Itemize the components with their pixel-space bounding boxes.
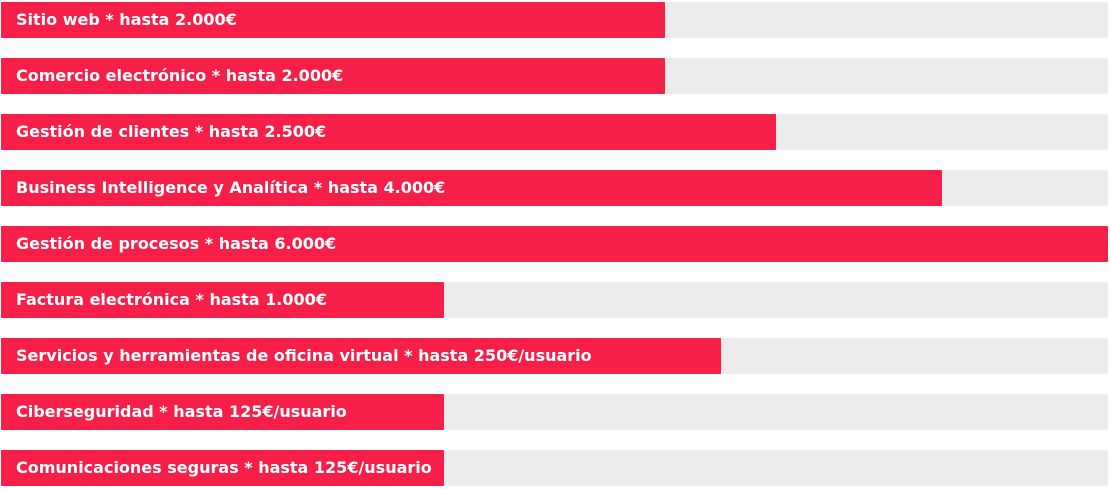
bar-label: Gestión de procesos * hasta 6.000€ bbox=[16, 234, 337, 253]
bar-row: Ciberseguridad * hasta 125€/usuario bbox=[1, 394, 1108, 430]
bar-label: Gestión de clientes * hasta 2.500€ bbox=[16, 122, 327, 141]
bar-fill bbox=[1, 226, 1108, 262]
bar-row: Comercio electrónico * hasta 2.000€ bbox=[1, 58, 1108, 94]
bar-label: Sitio web * hasta 2.000€ bbox=[16, 10, 237, 29]
bar-row: Factura electrónica * hasta 1.000€ bbox=[1, 282, 1108, 318]
bar-label: Factura electrónica * hasta 1.000€ bbox=[16, 290, 327, 309]
bar-label: Comunicaciones seguras * hasta 125€/usua… bbox=[16, 458, 432, 477]
bar-row: Sitio web * hasta 2.000€ bbox=[1, 2, 1108, 38]
bar-fill bbox=[1, 394, 444, 430]
bar-label: Ciberseguridad * hasta 125€/usuario bbox=[16, 402, 347, 421]
bar-fill bbox=[1, 2, 665, 38]
bar-label: Servicios y herramientas de oficina virt… bbox=[16, 346, 592, 365]
bar-row: Gestión de procesos * hasta 6.000€ bbox=[1, 226, 1108, 262]
bar-row: Comunicaciones seguras * hasta 125€/usua… bbox=[1, 450, 1108, 486]
bar-fill bbox=[1, 58, 665, 94]
bar-fill bbox=[1, 338, 721, 374]
bar-fill bbox=[1, 114, 776, 150]
bar-row: Business Intelligence y Analítica * hast… bbox=[1, 170, 1108, 206]
bar-label: Comercio electrónico * hasta 2.000€ bbox=[16, 66, 344, 85]
bar-fill bbox=[1, 170, 942, 206]
bar-fill bbox=[1, 450, 444, 486]
bar-label: Business Intelligence y Analítica * hast… bbox=[16, 178, 446, 197]
bar-row: Gestión de clientes * hasta 2.500€ bbox=[1, 114, 1108, 150]
bar-row: Servicios y herramientas de oficina virt… bbox=[1, 338, 1108, 374]
bar-fill bbox=[1, 282, 444, 318]
